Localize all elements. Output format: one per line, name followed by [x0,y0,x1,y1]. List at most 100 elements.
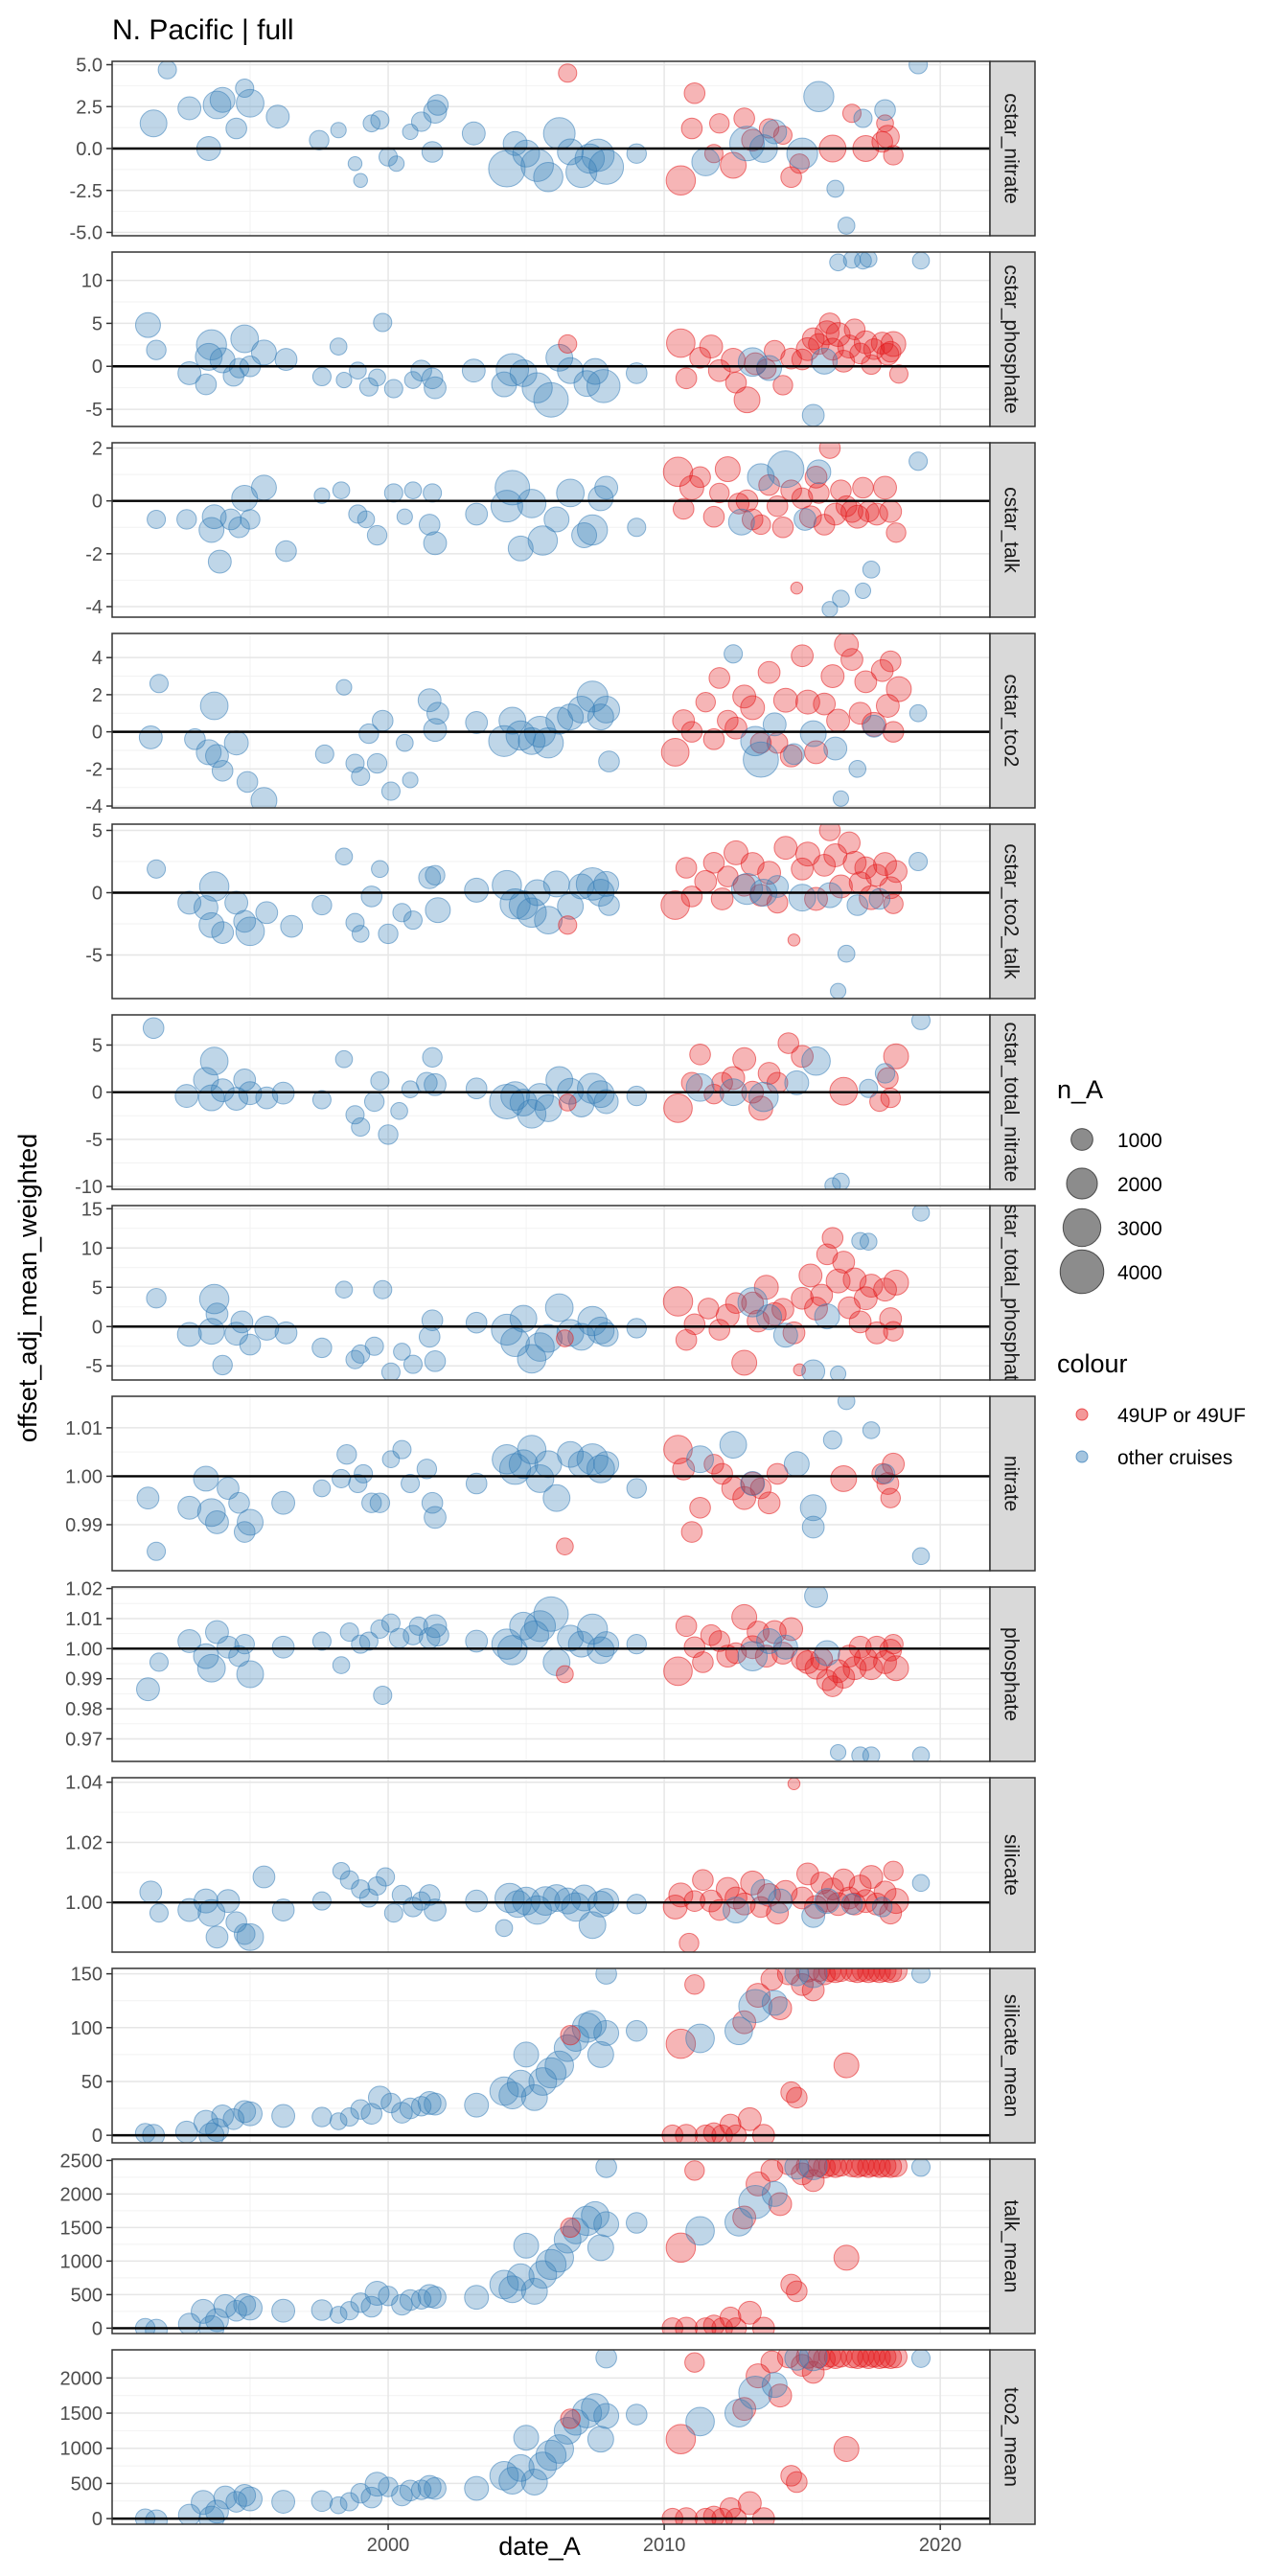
data-point-other [814,1303,840,1330]
data-point-49up [737,2106,762,2131]
data-point-49up [684,2160,705,2181]
data-point-49up [732,873,756,897]
data-point-other [238,2486,263,2512]
data-point-other [224,1322,249,1346]
data-point-49up [680,117,703,140]
data-point-other [176,1322,202,1347]
data-point-49up [694,869,718,893]
data-point-other [345,1349,365,1369]
facet-strip [989,823,1036,1000]
data-point-49up [708,667,731,689]
facet-strip [989,632,1036,809]
data-point-other [410,111,432,132]
y-tick-label: -4 [85,597,103,618]
data-point-other [544,2242,574,2273]
data-point-other [378,1124,399,1145]
data-point-other [378,2476,399,2497]
data-point-49up [721,1066,746,1091]
data-point-other [723,1897,749,1924]
data-point-other [198,871,230,902]
data-point-other [719,1431,748,1459]
data-point-other [750,1878,777,1905]
data-point-other [347,156,363,172]
y-tick-label: 0 [92,2318,103,2339]
y-tick-label: 0 [92,884,103,905]
data-point-other [465,711,489,734]
panel-background [112,443,990,617]
data-point-49up [853,1889,878,1914]
data-point-other [557,356,585,384]
y-tick-label: 1.00 [65,1893,103,1914]
data-point-49up [813,692,837,716]
y-tick-label: 0 [92,356,103,378]
y-tick-label: 100 [71,2018,103,2039]
data-point-49up [558,334,578,354]
data-point-49up [560,2217,581,2239]
data-point-other [625,2019,648,2042]
data-point-49up [787,1778,801,1791]
data-point-other [402,910,423,931]
data-point-49up [852,476,874,499]
data-point-other [461,121,486,146]
data-point-49up [833,2435,860,2462]
y-tick-label: -2.5 [70,181,103,202]
data-point-49up [708,1630,731,1652]
data-point-other [367,2085,392,2110]
data-point-other [211,921,235,944]
data-point-other [508,1449,539,1480]
data-point-other [139,109,168,138]
data-point-other [201,504,227,530]
legend-size-label: 4000 [1117,1262,1162,1284]
data-point-other [724,2016,753,2046]
y-tick-label: -4 [85,796,103,817]
data-point-other [222,2107,245,2130]
data-point-49up [749,1477,772,1500]
legend-colour-key [1075,1408,1089,1421]
data-point-other [423,100,448,124]
data-point-other [423,1614,448,1639]
points-group [139,1778,931,1952]
data-point-other [147,509,167,529]
data-point-other [801,1515,825,1539]
data-point-other [199,691,229,721]
data-point-other [586,369,621,403]
y-tick-label: -5 [85,946,103,967]
data-point-other [513,2041,540,2068]
data-point-49up [791,644,815,668]
data-point-other [238,2295,263,2321]
y-tick-label: 0 [92,492,103,513]
data-point-49up [840,648,863,671]
legend-colour-label: 49UP or 49UF [1117,1405,1246,1427]
data-point-49up [666,328,696,358]
data-point-other [199,1046,229,1076]
panel-background [112,1968,990,2143]
data-point-other [228,1491,250,1514]
data-point-other [784,1070,810,1095]
facet-strip-label: cstar_total_phosphate [1000,1194,1023,1392]
data-point-other [210,1078,235,1103]
data-point-49up [710,887,734,910]
data-point-other [756,1628,783,1654]
data-point-other [422,1046,443,1068]
data-point-other [207,549,232,574]
data-point-other [311,1337,333,1359]
data-point-other [626,1085,647,1107]
data-point-49up [865,502,888,526]
y-tick-label: 5.0 [76,56,103,77]
data-point-other [309,129,330,150]
data-point-other [488,724,520,757]
points-group [134,252,931,426]
data-point-other [911,1746,931,1761]
data-point-49up [558,63,578,83]
y-axis-label: offset_adj_mean_weighted [13,1134,42,1442]
data-point-other [250,474,277,501]
data-point-other [830,1365,847,1380]
data-point-other [146,339,167,360]
data-point-49up [883,145,904,166]
data-point-49up [556,1665,574,1684]
data-point-other [147,1541,167,1561]
data-point-other [874,1063,896,1084]
data-point-49up [692,1651,714,1673]
points-group [134,1968,932,2143]
data-point-49up [709,482,730,504]
